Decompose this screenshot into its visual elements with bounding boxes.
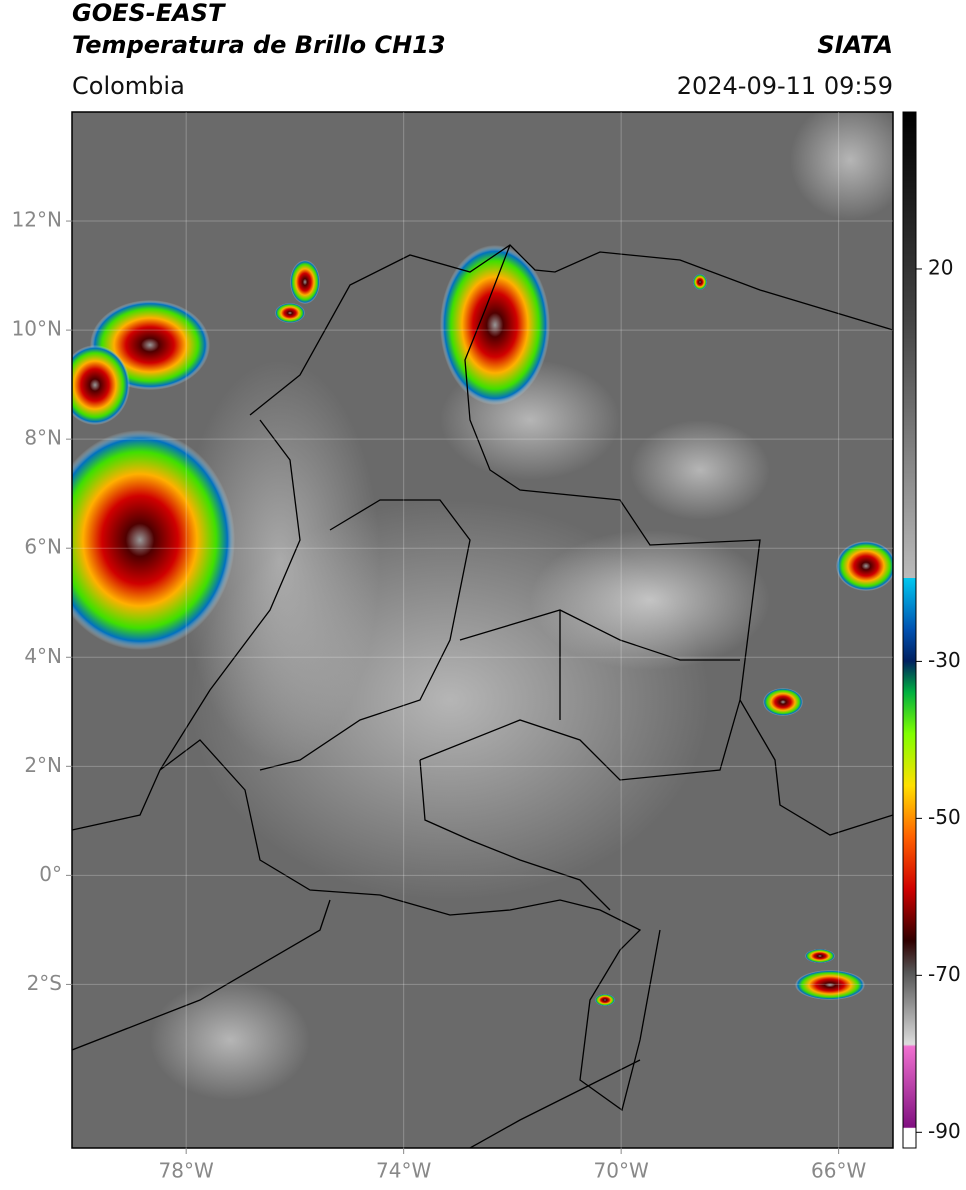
colorbar-tick-label: -70	[928, 962, 961, 986]
colorbar-tick-label: 20	[928, 255, 953, 279]
lat-tick-label: 2°S	[27, 971, 62, 995]
map-frame	[71, 111, 894, 1149]
lat-tick-label: 12°N	[12, 208, 62, 232]
colorbar-tick-label: -90	[928, 1119, 961, 1143]
lon-tick-label: 66°W	[811, 1159, 866, 1183]
lon-tick-label: 78°W	[159, 1159, 214, 1183]
lat-tick-label: 6°N	[24, 535, 62, 559]
region: Colombia	[72, 72, 185, 100]
colorbar	[902, 111, 917, 1149]
title: GOES-EAST	[72, 0, 226, 27]
lon-tick-label: 70°W	[594, 1159, 649, 1183]
colorbar-tick-label: -30	[928, 648, 961, 672]
datetime: 2024-09-11 09:59	[677, 72, 893, 100]
lon-tick-label: 74°W	[376, 1159, 431, 1183]
lat-tick-label: 0°	[39, 862, 62, 886]
lat-tick-label: 2°N	[24, 753, 62, 777]
subtitle: Temperatura de Brillo CH13	[72, 31, 446, 59]
lat-tick-label: 8°N	[24, 426, 62, 450]
agency: SIATA	[817, 31, 893, 59]
lat-tick-label: 10°N	[12, 317, 62, 341]
map-image	[72, 112, 893, 1148]
lat-tick-label: 4°N	[24, 644, 62, 668]
colorbar-tick-label: -50	[928, 805, 961, 829]
